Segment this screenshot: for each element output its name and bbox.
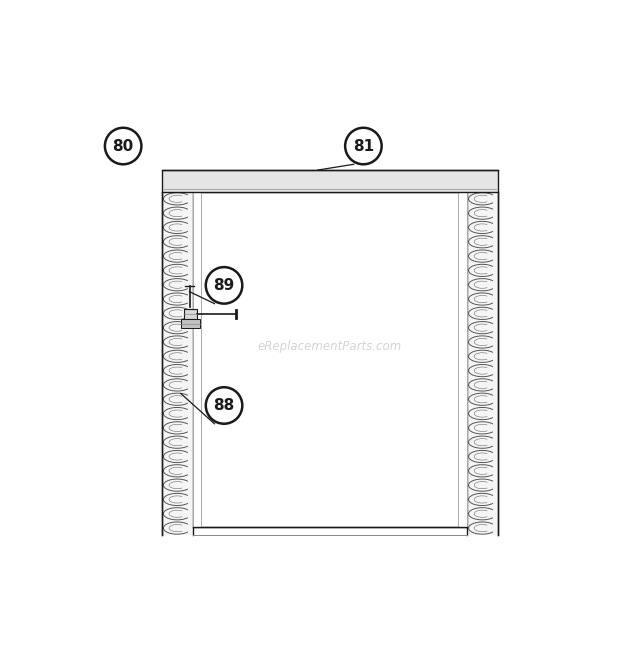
Text: 88: 88 [213,398,235,413]
FancyBboxPatch shape [184,309,197,319]
Text: 89: 89 [213,278,235,293]
Text: 80: 80 [112,138,134,154]
Circle shape [206,387,242,424]
Bar [162,192,193,535]
Bar [458,192,467,527]
Bar [193,192,202,527]
Circle shape [345,128,382,164]
Text: eReplacementParts.com: eReplacementParts.com [258,340,402,353]
Circle shape [206,267,242,304]
Text: 81: 81 [353,138,374,154]
Bar [162,170,498,192]
Circle shape [105,128,141,164]
Bar [193,192,467,527]
Bar [467,192,498,535]
Bar [181,319,200,328]
